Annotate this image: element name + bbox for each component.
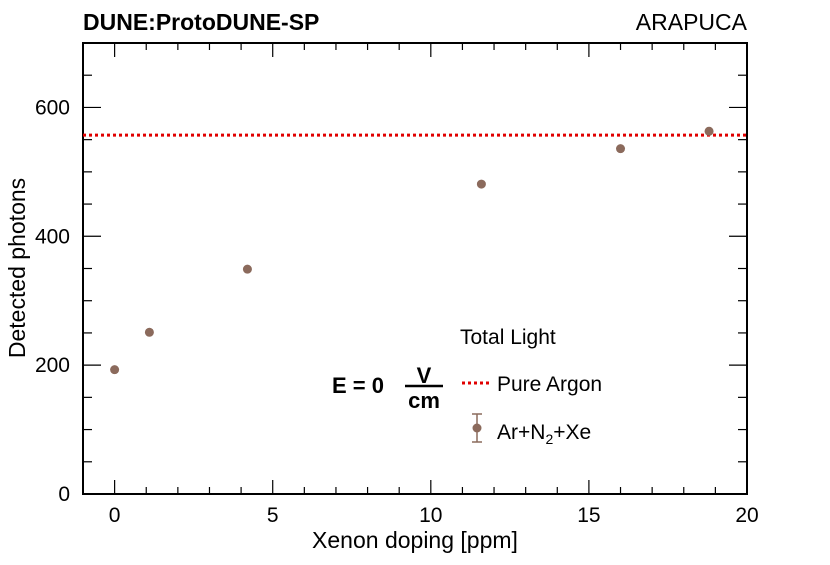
plot-frame xyxy=(82,42,748,495)
field-unit-denominator: cm xyxy=(408,388,440,413)
detector-title: ARAPUCA xyxy=(635,9,747,35)
x-axis-label: Xenon doping [ppm] xyxy=(312,527,518,553)
field-unit-numerator: V xyxy=(417,363,432,388)
data-point xyxy=(242,264,252,274)
data-point xyxy=(616,144,626,154)
y-tick-label: 600 xyxy=(35,96,70,119)
x-tick-label: 5 xyxy=(267,504,279,527)
x-tick-label: 0 xyxy=(109,504,121,527)
y-tick-label: 0 xyxy=(58,483,70,506)
field-value-text: E = 0 xyxy=(332,373,384,398)
field-annotation: E = 0 V cm xyxy=(332,363,443,413)
x-tick-label: 15 xyxy=(577,504,600,527)
legend-pure-argon-label: Pure Argon xyxy=(497,373,602,396)
legend-series-label: Ar+N2+Xe xyxy=(497,421,591,447)
y-axis-label: Detected photons xyxy=(4,178,30,358)
y-tick-label: 200 xyxy=(35,354,70,377)
x-tick-label: 20 xyxy=(735,504,758,527)
legend: Total Light Pure Argon Ar+N2+Xe xyxy=(460,326,602,447)
legend-title: Total Light xyxy=(460,326,556,349)
data-point xyxy=(144,327,154,337)
data-points xyxy=(110,126,714,375)
data-point xyxy=(704,126,714,136)
x-tick-label: 10 xyxy=(419,504,442,527)
legend-series-swatch xyxy=(472,413,482,443)
experiment-title: DUNE:ProtoDUNE-SP xyxy=(83,9,320,35)
data-point xyxy=(110,365,120,375)
data-point xyxy=(476,179,486,189)
y-tick-label: 400 xyxy=(35,225,70,248)
